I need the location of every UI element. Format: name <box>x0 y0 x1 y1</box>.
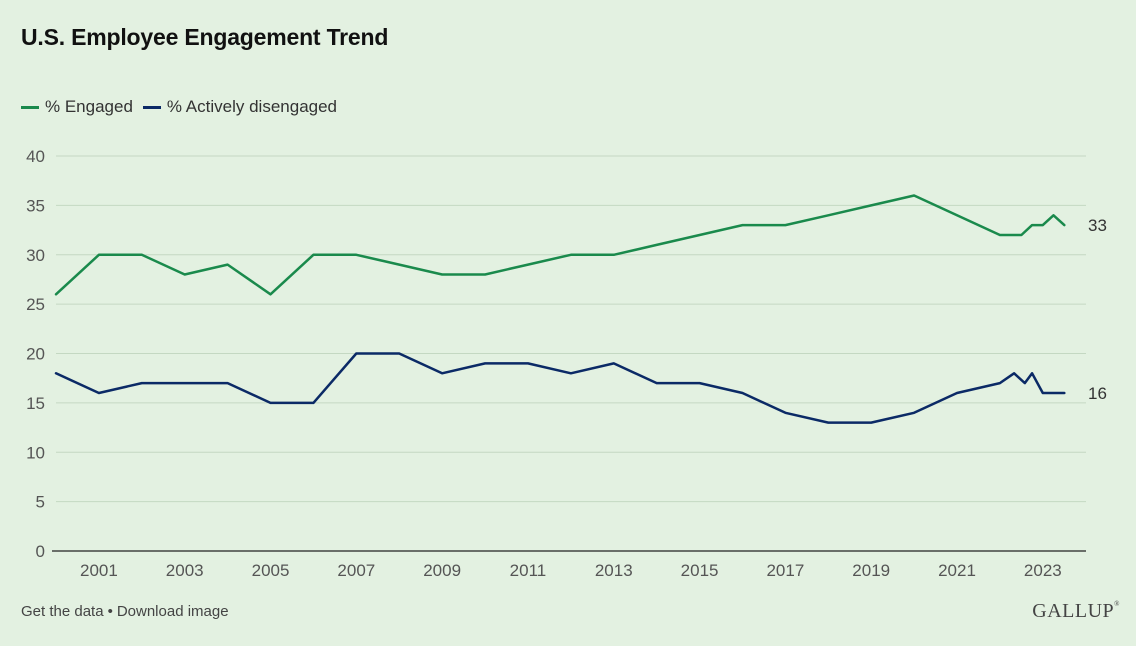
x-tick-label-2011: 2011 <box>510 561 547 580</box>
y-tick-label-35: 35 <box>26 196 45 215</box>
get-data-link[interactable]: Get the data <box>21 603 104 620</box>
x-tick-label-2023: 2023 <box>1024 561 1062 580</box>
legend-label-engaged: % Engaged <box>45 97 133 116</box>
x-tick-label-2017: 2017 <box>766 561 804 580</box>
gallup-logo: GALLUP® <box>1032 600 1120 622</box>
end-label-disengaged: 16 <box>1088 384 1107 403</box>
y-tick-label-0: 0 <box>36 542 45 561</box>
line-chart: 0 5 10 15 20 25 30 35 40 2001 2003 2005 2007 2009 2011… <box>26 147 1107 580</box>
x-tick-label-2001: 2001 <box>80 561 118 580</box>
series-line-disengaged <box>54 352 1066 424</box>
x-tick-label-2015: 2015 <box>681 561 719 580</box>
x-tick-label-2021: 2021 <box>938 561 976 580</box>
x-tick-label-2005: 2005 <box>252 561 290 580</box>
footer-separator: • <box>107 603 113 620</box>
legend-swatch-disengaged <box>142 105 161 109</box>
axes: 0 5 10 15 20 25 30 35 40 2001 2003 2005 2007 2009 2011… <box>26 147 1086 580</box>
x-tick-label-2007: 2007 <box>337 561 375 580</box>
y-tick-label-40: 40 <box>26 147 45 166</box>
chart-title: U.S. Employee Engagement Trend <box>21 24 389 50</box>
series-lines: 33 16 <box>54 194 1107 424</box>
y-tick-label-20: 20 <box>26 345 45 364</box>
y-tick-label-25: 25 <box>26 295 45 314</box>
grid-lines <box>56 155 1086 503</box>
y-tick-label-10: 10 <box>26 443 45 462</box>
legend-swatch-engaged <box>21 105 39 109</box>
legend-label-disengaged: % Actively disengaged <box>166 97 338 116</box>
x-tick-label-2003: 2003 <box>166 561 204 580</box>
end-label-engaged: 33 <box>1088 216 1107 235</box>
chart-legend: % Engaged % Actively disengaged <box>21 97 347 117</box>
legend-item-disengaged: % Actively disengaged <box>142 97 338 117</box>
y-tick-label-15: 15 <box>26 394 45 413</box>
chart-footer: Get the data • Download image <box>21 603 229 620</box>
x-tick-label-2019: 2019 <box>852 561 890 580</box>
gallup-logo-text: GALLUP <box>1032 600 1115 622</box>
download-image-link[interactable]: Download image <box>116 603 229 620</box>
x-tick-label-2013: 2013 <box>595 561 633 580</box>
legend-item-engaged: % Engaged <box>21 97 133 117</box>
x-tick-label-2009: 2009 <box>423 561 461 580</box>
y-tick-label-5: 5 <box>36 493 45 512</box>
y-tick-label-30: 30 <box>26 246 45 265</box>
series-line-engaged <box>54 194 1066 296</box>
